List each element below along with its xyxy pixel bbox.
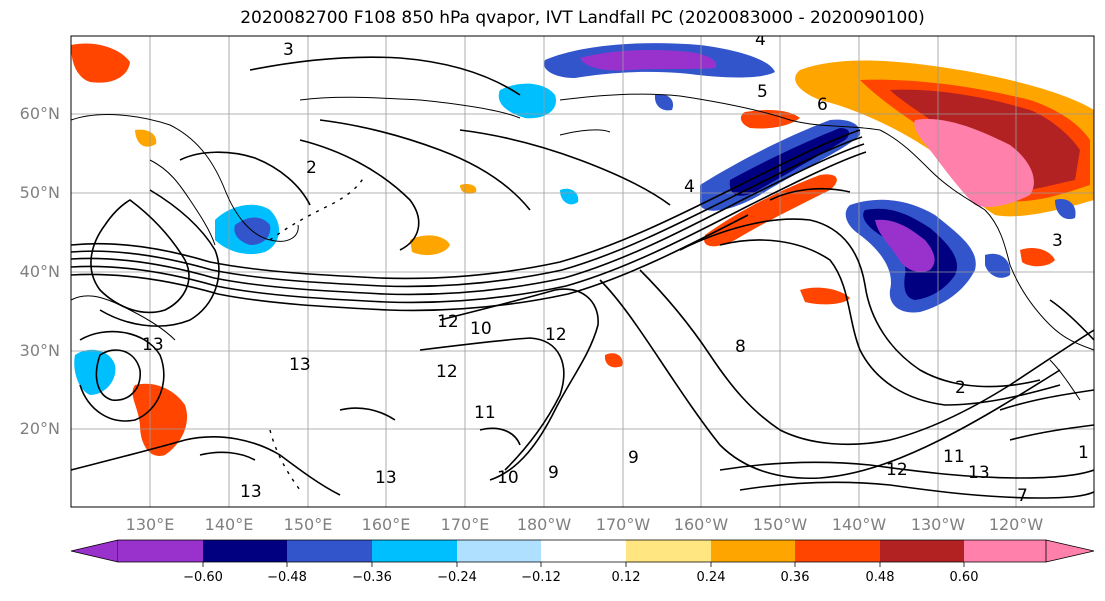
lat-label-60n: 60°N bbox=[19, 104, 60, 123]
contour-label: 10 bbox=[497, 468, 519, 488]
contour-lines bbox=[71, 56, 1094, 499]
colorbar-segment bbox=[287, 540, 372, 562]
contour-label: 12 bbox=[886, 460, 908, 480]
contour-label: 12 bbox=[436, 362, 458, 382]
positive-anomaly-jet-orange bbox=[740, 110, 800, 129]
colorbar-tick-label: −0.12 bbox=[521, 570, 561, 585]
contour-label: 4 bbox=[755, 30, 766, 50]
lon-label-130e: 130°E bbox=[125, 515, 175, 534]
plot-title: 2020082700 F108 850 hPa qvapor, IVT Land… bbox=[240, 8, 925, 28]
negative-anomaly-blob-10 bbox=[1055, 199, 1076, 220]
colorbar-tick-label: 0.48 bbox=[865, 570, 895, 585]
lon-label-140e: 140°E bbox=[204, 515, 254, 534]
contour-label: 1 bbox=[1078, 443, 1089, 463]
positive-anomaly-blob-3 bbox=[1020, 248, 1055, 267]
contour-label: 11 bbox=[474, 403, 496, 423]
lon-label-160w: 160°W bbox=[673, 515, 729, 534]
contour-label: 9 bbox=[628, 448, 639, 468]
map-frame bbox=[70, 35, 1095, 508]
lon-label-180w: 180°W bbox=[516, 515, 572, 534]
colorbar-segment bbox=[711, 540, 795, 562]
negative-anomaly-bering-purple bbox=[580, 50, 717, 71]
colorbar-tick-label: 0.60 bbox=[949, 570, 979, 585]
contour-label: 3 bbox=[283, 40, 294, 60]
contour-label: 4 bbox=[684, 177, 695, 197]
colorbar-tick-label: −0.24 bbox=[437, 570, 477, 585]
positive-anomaly-blob-2 bbox=[800, 287, 850, 305]
colorbar-tick-marks bbox=[202, 562, 965, 567]
contour-label: 13 bbox=[289, 355, 311, 375]
contour-label: 11 bbox=[943, 447, 965, 467]
lon-label-150e: 150°E bbox=[283, 515, 333, 534]
colorbar-tick-label: −0.36 bbox=[352, 570, 392, 585]
contour-label: 6 bbox=[817, 95, 828, 115]
lon-label-140w: 140°W bbox=[831, 515, 887, 534]
positive-anomaly-nw bbox=[71, 43, 130, 83]
positive-anomaly-blob-1 bbox=[410, 235, 450, 256]
contour-label: 13 bbox=[968, 463, 990, 483]
contour-labels: 3 2 4 5 6 12 10 12 8 12 11 13 13 13 9 10… bbox=[142, 30, 1089, 506]
lon-label-170e: 170°E bbox=[440, 515, 490, 534]
colorbar-tick-label: −0.48 bbox=[267, 570, 307, 585]
lon-label-170w: 170°W bbox=[595, 515, 651, 534]
coastlines bbox=[71, 93, 1094, 401]
contour-label: 12 bbox=[437, 312, 459, 332]
colorbar-segment bbox=[372, 540, 457, 562]
positive-anomaly-alaska-pink bbox=[914, 119, 1034, 207]
colorbar-outline bbox=[118, 539, 1046, 563]
lon-label-160e: 160°E bbox=[361, 515, 411, 534]
positive-anomaly-blob-5 bbox=[460, 183, 477, 194]
negative-anomaly-bering-sky bbox=[498, 83, 556, 119]
negative-anomaly-pnw-purple bbox=[875, 219, 935, 272]
negative-anomaly-jet-navy bbox=[729, 128, 850, 196]
colorbar-segment bbox=[964, 540, 1046, 562]
contour-label: 8 bbox=[735, 337, 746, 357]
dashed-contour bbox=[269, 174, 366, 241]
colorbar-tick-label: 0.36 bbox=[780, 570, 810, 585]
colorbar-segment bbox=[626, 540, 711, 562]
negative-anomaly-west bbox=[74, 349, 116, 395]
colorbar-tick-label: 0.24 bbox=[696, 570, 726, 585]
colorbar-tick-label: −0.60 bbox=[183, 570, 223, 585]
positive-anomaly-sw bbox=[132, 383, 188, 456]
lat-label-40n: 40°N bbox=[19, 262, 60, 281]
contour-label: 5 bbox=[757, 82, 768, 102]
colorbar-segment bbox=[457, 540, 541, 562]
contour-label: 3 bbox=[1052, 231, 1063, 251]
colorbar-segment bbox=[203, 540, 287, 562]
colorbar-extend-right bbox=[1045, 539, 1095, 563]
lat-label-50n: 50°N bbox=[19, 183, 60, 202]
contour-label: 2 bbox=[306, 158, 317, 178]
contour-label: 13 bbox=[240, 482, 262, 502]
contour-label: 12 bbox=[545, 325, 567, 345]
colorbar-tick-label: 0.12 bbox=[611, 570, 641, 585]
colorbar-segment bbox=[118, 540, 203, 562]
colorbar bbox=[70, 539, 1095, 567]
lat-label-30n: 30°N bbox=[19, 341, 60, 360]
contour-label: 13 bbox=[375, 468, 397, 488]
contour-label: 7 bbox=[1017, 486, 1028, 506]
positive-anomaly-blob-9 bbox=[604, 353, 623, 368]
colorbar-segment bbox=[880, 540, 964, 562]
positive-anomaly-blob-7 bbox=[135, 129, 157, 147]
contour-label: 9 bbox=[548, 463, 559, 483]
contour-label: 2 bbox=[955, 378, 966, 398]
lon-label-150w: 150°W bbox=[752, 515, 808, 534]
colorbar-segment bbox=[795, 540, 880, 562]
lat-label-20n: 20°N bbox=[19, 419, 60, 438]
lon-label-120w: 120°W bbox=[988, 515, 1044, 534]
negative-anomaly-blob-8 bbox=[654, 94, 674, 111]
contour-label: 13 bbox=[142, 335, 164, 355]
colorbar-segment bbox=[541, 540, 626, 562]
colorbar-extend-left bbox=[70, 539, 119, 563]
lon-label-130w: 130°W bbox=[910, 515, 966, 534]
contour-label: 10 bbox=[470, 319, 492, 339]
